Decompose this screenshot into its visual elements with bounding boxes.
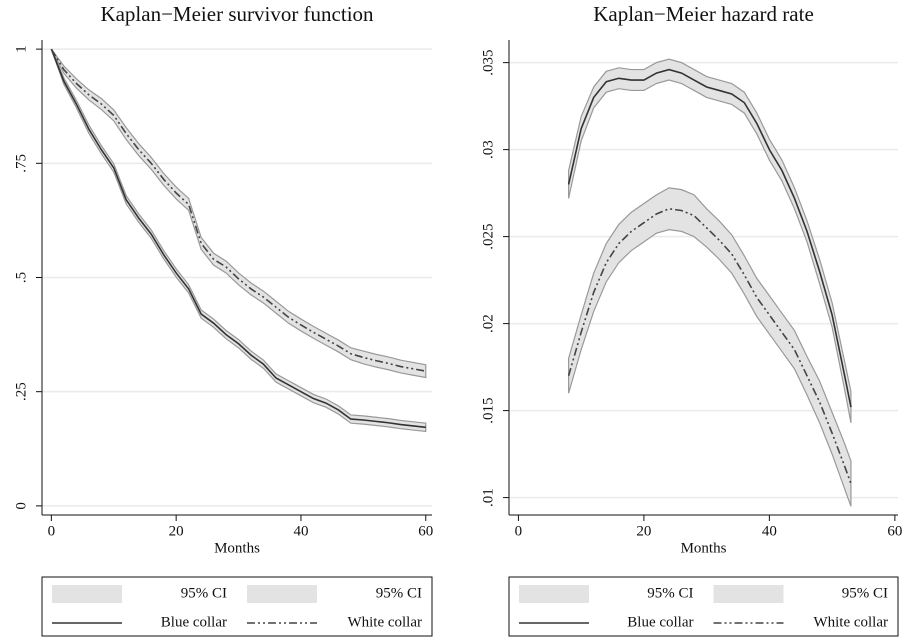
hazard-line (567, 68, 852, 408)
x-tick-label: 0 (48, 523, 56, 539)
y-tick-label: .01 (480, 488, 496, 507)
x-tick-label: 40 (762, 523, 777, 539)
y-tick-label: .02 (480, 314, 496, 333)
panel: Kaplan−Meier survivor function 0 .25 .5 .75 1… (13, 2, 433, 637)
y-tick-label: 0 (13, 502, 29, 510)
y-tick-label: .75 (13, 154, 29, 173)
ci-band (50, 48, 427, 379)
legend-label: 95% CI (181, 585, 227, 601)
ci-band (568, 187, 852, 507)
x-tick-label: 40 (293, 523, 308, 539)
legend-label: 95% CI (647, 585, 693, 601)
legend-label: 95% CI (842, 585, 888, 601)
y-tick-label: .015 (480, 397, 496, 423)
survival-line (50, 48, 426, 372)
legend-swatch (247, 585, 317, 603)
x-tick-label: 60 (887, 523, 902, 539)
legend-swatch (519, 585, 589, 603)
x-tick-label: 20 (169, 523, 184, 539)
y-tick-label: 1 (13, 45, 29, 53)
legend-swatch (713, 585, 784, 603)
legend-label: 95% CI (376, 585, 422, 601)
legend-label: White collar (813, 614, 888, 630)
x-axis-label: Months (681, 540, 727, 556)
y-tick-label: .035 (480, 49, 496, 75)
chart-title: Kaplan−Meier hazard rate (593, 2, 814, 26)
chart-title: Kaplan−Meier survivor function (100, 2, 374, 26)
x-axis-label: Months (214, 540, 260, 556)
legend-label: White collar (347, 614, 422, 630)
survival-line (50, 48, 426, 429)
hazard-line (567, 207, 852, 484)
panel: Kaplan−Meier hazard rate .01 .015 .02 .025 .0… (480, 2, 902, 637)
x-tick-label: 0 (515, 523, 523, 539)
legend-swatch (52, 585, 122, 603)
y-tick-label: .5 (13, 272, 29, 283)
ci-band (568, 58, 852, 423)
x-tick-label: 20 (636, 523, 651, 539)
x-tick-label: 60 (418, 523, 433, 539)
legend-label: Blue collar (161, 614, 227, 630)
y-tick-label: .25 (13, 382, 29, 401)
legend-label: Blue collar (627, 614, 693, 630)
y-tick-label: .03 (480, 140, 496, 159)
y-tick-label: .025 (480, 223, 496, 249)
